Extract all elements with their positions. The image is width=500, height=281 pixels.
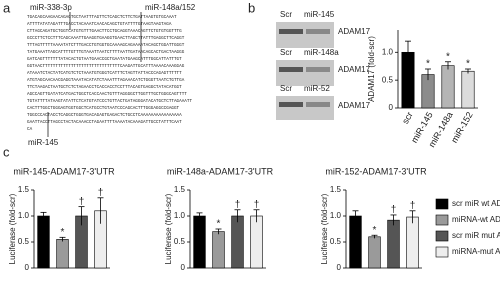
- significance-mark: *: [446, 51, 450, 62]
- sequence-line: ATAAATCTACTATCATGTCTCTAAATGTGGGTCATTTCTA…: [27, 71, 182, 76]
- blot-protein: ADAM17: [338, 101, 371, 110]
- bar: [406, 216, 419, 269]
- sequence-line: TGACAGCAAGAACAGAGTGCTAATTTAGTTCTCAGCTCTT…: [27, 15, 177, 20]
- legend-label: scr miR wt ADAM17: [452, 199, 500, 208]
- significance-mark: †: [98, 187, 104, 198]
- bar: [368, 236, 381, 269]
- y-tick-label: 0: [181, 263, 186, 272]
- sequence-line: AGCCAGTTGATATCATGACTGGCTCACCAACTGTTTAGGG…: [27, 92, 187, 97]
- legend-swatch: [435, 198, 449, 210]
- y-tick-label: 1.0: [18, 211, 30, 220]
- significance-mark: †: [410, 200, 416, 211]
- bar: [441, 65, 455, 109]
- bar: [349, 215, 362, 269]
- bar: [387, 219, 400, 269]
- legend-label: miRNA-mut ADAM17: [452, 247, 500, 256]
- site-label: miR-338-3p: [30, 3, 72, 12]
- blot-mirna: miR-145: [304, 10, 335, 19]
- panel-label: b: [248, 0, 255, 15]
- y-tick-label: 0.5: [18, 237, 30, 246]
- sequence-line: CACTTTGGCTGGGAGTGGTGGCTCATGCCTGTAATCCCAG…: [27, 106, 180, 111]
- sequence-line: TGGCCCACTACCTCAGGCTGGGTGACAGAGTGAGACTCTG…: [27, 113, 182, 118]
- y-tick-label: 0.5: [174, 237, 186, 246]
- blot-control: Scr: [280, 10, 292, 19]
- y-tick-label: 0: [25, 263, 30, 272]
- y-tick-label: 1.5: [18, 185, 30, 194]
- y-axis-label: Luciferase (fold-scr): [320, 193, 329, 264]
- significance-mark: *: [217, 219, 221, 230]
- significance-mark: *: [426, 59, 430, 70]
- blot-mirna: miR-148a: [304, 48, 339, 57]
- sequence-line: TATGAAATTAGCATTTTGTTTGTAAATTAATCTTTTAATT…: [27, 50, 185, 55]
- sequence-line: TTTAGTTTTTAAAATATCTTTGACCTGTGGTGCAAAAGCA…: [27, 43, 185, 48]
- significance-mark: *: [373, 225, 377, 236]
- y-axis-label: ADAM17 (fold-scr): [367, 36, 376, 102]
- y-tick-label: 1.5: [330, 185, 342, 194]
- legend-swatch: [435, 230, 449, 242]
- y-tick-label: 1.5: [174, 185, 186, 194]
- significance-mark: †: [254, 199, 260, 210]
- y-tick-label: 0: [337, 263, 342, 272]
- sequence-line: TGTATTTTATAAGTATATTCTCATGTATCCCTGTTACTGA…: [27, 99, 192, 104]
- site-label: miR-148a/152: [145, 3, 196, 12]
- significance-mark: †: [79, 196, 85, 207]
- legend-label: scr miR mut ADAM17: [452, 231, 500, 240]
- panel-label: c: [3, 144, 10, 159]
- sequence-line: TTCTAAGACTAATGCTCTCTAGAACCTCACCACCTCCTTT…: [27, 85, 182, 90]
- significance-mark: *: [466, 59, 470, 70]
- legend-swatch: [435, 214, 449, 226]
- chart-title: miR-145-ADAM17-3'UTR: [13, 166, 115, 176]
- bar: [193, 215, 206, 269]
- blot-mirna: miR-52: [304, 84, 330, 93]
- bar: [212, 231, 225, 269]
- sequence-line: CTTAGCAGATGCTGGTCATGTGTTTGAACTTCCTGCAGGT…: [27, 29, 182, 34]
- bar: [250, 215, 263, 269]
- bar: [231, 215, 244, 269]
- sequence-line: GAATTACCTTAGCCTACTACAAACCTAGAATTTTAAAATA…: [27, 120, 182, 125]
- y-tick-label: 1.0: [330, 211, 342, 220]
- y-tick-label: 1.0: [174, 211, 186, 220]
- legend-swatch: [435, 246, 449, 258]
- significance-mark: †: [235, 199, 241, 210]
- sequence-line: ATGTAGCAACAACGAGGTAAATACATATCTAAATTTAGAA…: [27, 78, 185, 83]
- blot-protein: ADAM17: [338, 65, 371, 74]
- y-tick-label: 0.5: [330, 237, 342, 246]
- bar: [56, 239, 69, 269]
- y-axis-label: Luciferase (fold-scr): [164, 193, 173, 264]
- y-axis-label: Luciferase (fold-scr): [8, 193, 17, 264]
- sequence-line: ATTTTATATAGATTTGACCTACAAATCAACACAGCTGTAT…: [27, 22, 172, 27]
- legend-label: miRNA-wt ADAM17: [452, 215, 500, 224]
- x-tick-label: scr: [400, 110, 415, 125]
- chart-title: miR-152-ADAM17-3'UTR: [325, 166, 427, 176]
- y-tick-label: 0.5: [382, 75, 394, 84]
- y-tick-label: 1.0: [382, 47, 394, 56]
- blot-control: Scr: [280, 84, 292, 93]
- blot-protein: ADAM17: [338, 27, 371, 36]
- site-label: miR-145: [28, 138, 59, 147]
- panel-label: a: [3, 0, 11, 15]
- sequence-line: GATCAGTTTTTTTATACACTGTAATGAACCGCTGAATATG…: [27, 57, 182, 62]
- significance-mark: †: [391, 205, 397, 216]
- blot-images: [276, 22, 334, 120]
- chart-title: miR-148a-ADAM17-3'UTR: [167, 166, 274, 176]
- sequence-line: GCCCTTCTCCTTTCAGCAAATTGAAGGTGAAGGTGAACTT…: [27, 36, 185, 41]
- blot-control: Scr: [280, 48, 292, 57]
- y-tick-label: 0: [389, 103, 394, 112]
- significance-mark: *: [61, 227, 65, 238]
- sequence-line: GGTAACTTTTTTTTTTTTTTTTTTTTTTTTTTTTTTCAAG…: [27, 64, 185, 69]
- bar: [37, 215, 50, 269]
- bar: [461, 70, 475, 109]
- sequence-line: CA: [27, 127, 33, 132]
